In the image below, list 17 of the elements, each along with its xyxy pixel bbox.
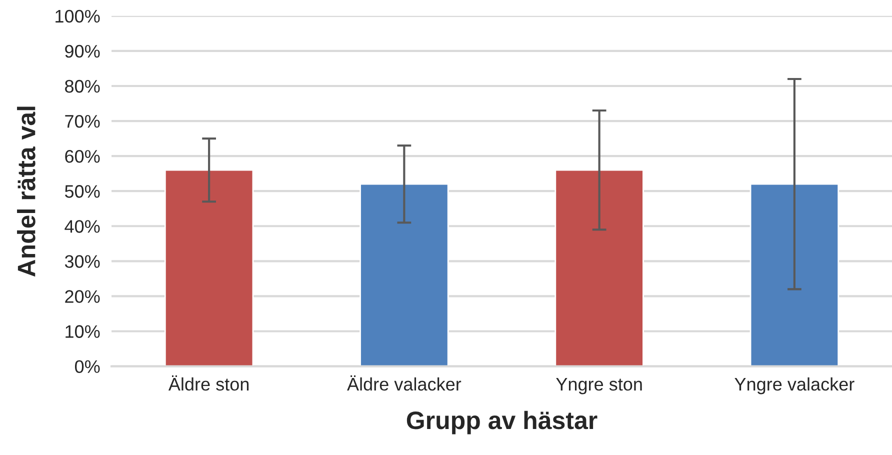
y-tick-label: 0%: [75, 360, 100, 373]
y-tick-label: 100%: [56, 10, 100, 23]
x-tick-label: Äldre valacker: [347, 375, 462, 391]
y-tick-label: 70%: [65, 114, 100, 128]
y-tick-label: 80%: [65, 80, 100, 93]
y-tick-label: 60%: [65, 150, 100, 163]
y-tick-label: 30%: [64, 255, 100, 268]
y-tick-label: 10%: [66, 325, 100, 338]
y-tick-label: 40%: [64, 220, 100, 233]
y-axis-title: Andel rätta val: [17, 106, 36, 277]
x-tick-label: Yngre ston: [556, 378, 642, 394]
y-tick-label: 20%: [65, 290, 100, 303]
y-tick-label: 50%: [64, 185, 100, 198]
x-tick-label: Äldre ston: [168, 375, 249, 391]
y-tick-label: 90%: [65, 44, 100, 58]
x-tick-label: Yngre valacker: [734, 377, 854, 394]
x-axis-title: Grupp av hästar: [406, 410, 598, 434]
